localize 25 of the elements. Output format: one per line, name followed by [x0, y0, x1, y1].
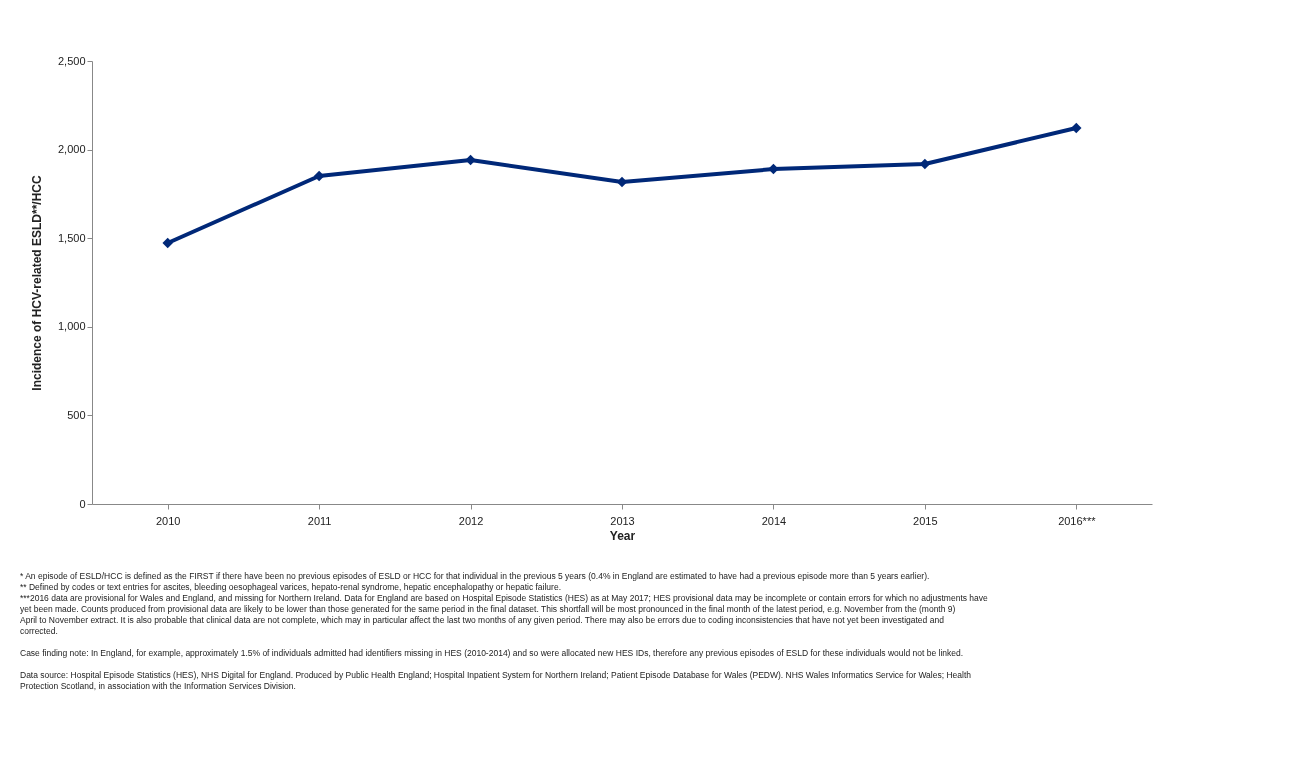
text: * An episode of ESLD/HCC is defined as the FIRST if there have been no previous episodes of ESLD or HCC for that individual in the previous 5 years (0.4% in England are estimated to have had a previous episode more than 5 years earlier).: [20, 571, 930, 581]
y-axis-title: Incidence of HCV-related ESLD**/HCC: [29, 174, 44, 391]
x-tick-label: 2012: [458, 514, 484, 527]
y-tick-label: 500: [67, 408, 86, 421]
text: ***2016 data are provisional for Wales and England, and missing for Northern Ireland. Data for England are based on Hospital Episode Statistics (HES) as at May 2017; HES provisional data may be incomplete or contain errors for which no adjustments have yet been made. Counts produced from provisional data are likely to be lower than those generated for the same period in the final dataset. This shortfall will be most pronounced in the final month of the latest period, e.g. November from the (month 9) April to November extract. It is also probable that clinical data are not complete, which may in particular affect the last two months of any given period. There may also be errors due to coding inconsistencies that have not yet been investigated and corrected.: [20, 593, 989, 636]
text: Case finding note: In England, for example, approximately 1.5% of individuals admitted had identifiers missing in HES (2010-2014) and so were allocated new HES IDs, therefore any previous episodes of ESLD for these individuals would not be linked.: [20, 648, 964, 658]
text: ** Defined by codes or text entries for ascites, bleeding oesophageal varices, hepato-renal syndrome, hepatic encephalopathy or hepatic failure.: [20, 582, 562, 592]
x-tick-label: 2010: [155, 514, 181, 527]
y-tick-label: 0: [79, 497, 86, 510]
y-tick-label: 2,500: [57, 54, 86, 67]
y-tick-label: 2,000: [57, 143, 86, 156]
point: [162, 237, 173, 249]
x-tick-label: 2016***: [1058, 514, 1097, 527]
x-tick-label: 2015: [913, 514, 938, 527]
point: [313, 170, 325, 182]
point: [465, 154, 476, 166]
y-tick-label: 1,000: [57, 320, 86, 333]
y-tick-label: 1,500: [57, 231, 86, 244]
x-tick-label: 2011: [307, 514, 332, 527]
x-tick-label: 2014: [761, 514, 787, 527]
x-tick-label: 2013: [610, 514, 635, 527]
x-axis-title: Year: [609, 528, 636, 543]
point: [768, 163, 779, 175]
point: [1071, 122, 1082, 134]
source-note: Data source: Hospital Episode Statistics (HES), NHS Digital for England. Produced by Public Health England; Hospital Inpatient System for Northern Ireland; Patient Episode Database for Wales (PEDW). NHS Wales Informatics Service for Wales; Health Protection Scotland, in association with the Information Services Division.: [20, 670, 972, 691]
